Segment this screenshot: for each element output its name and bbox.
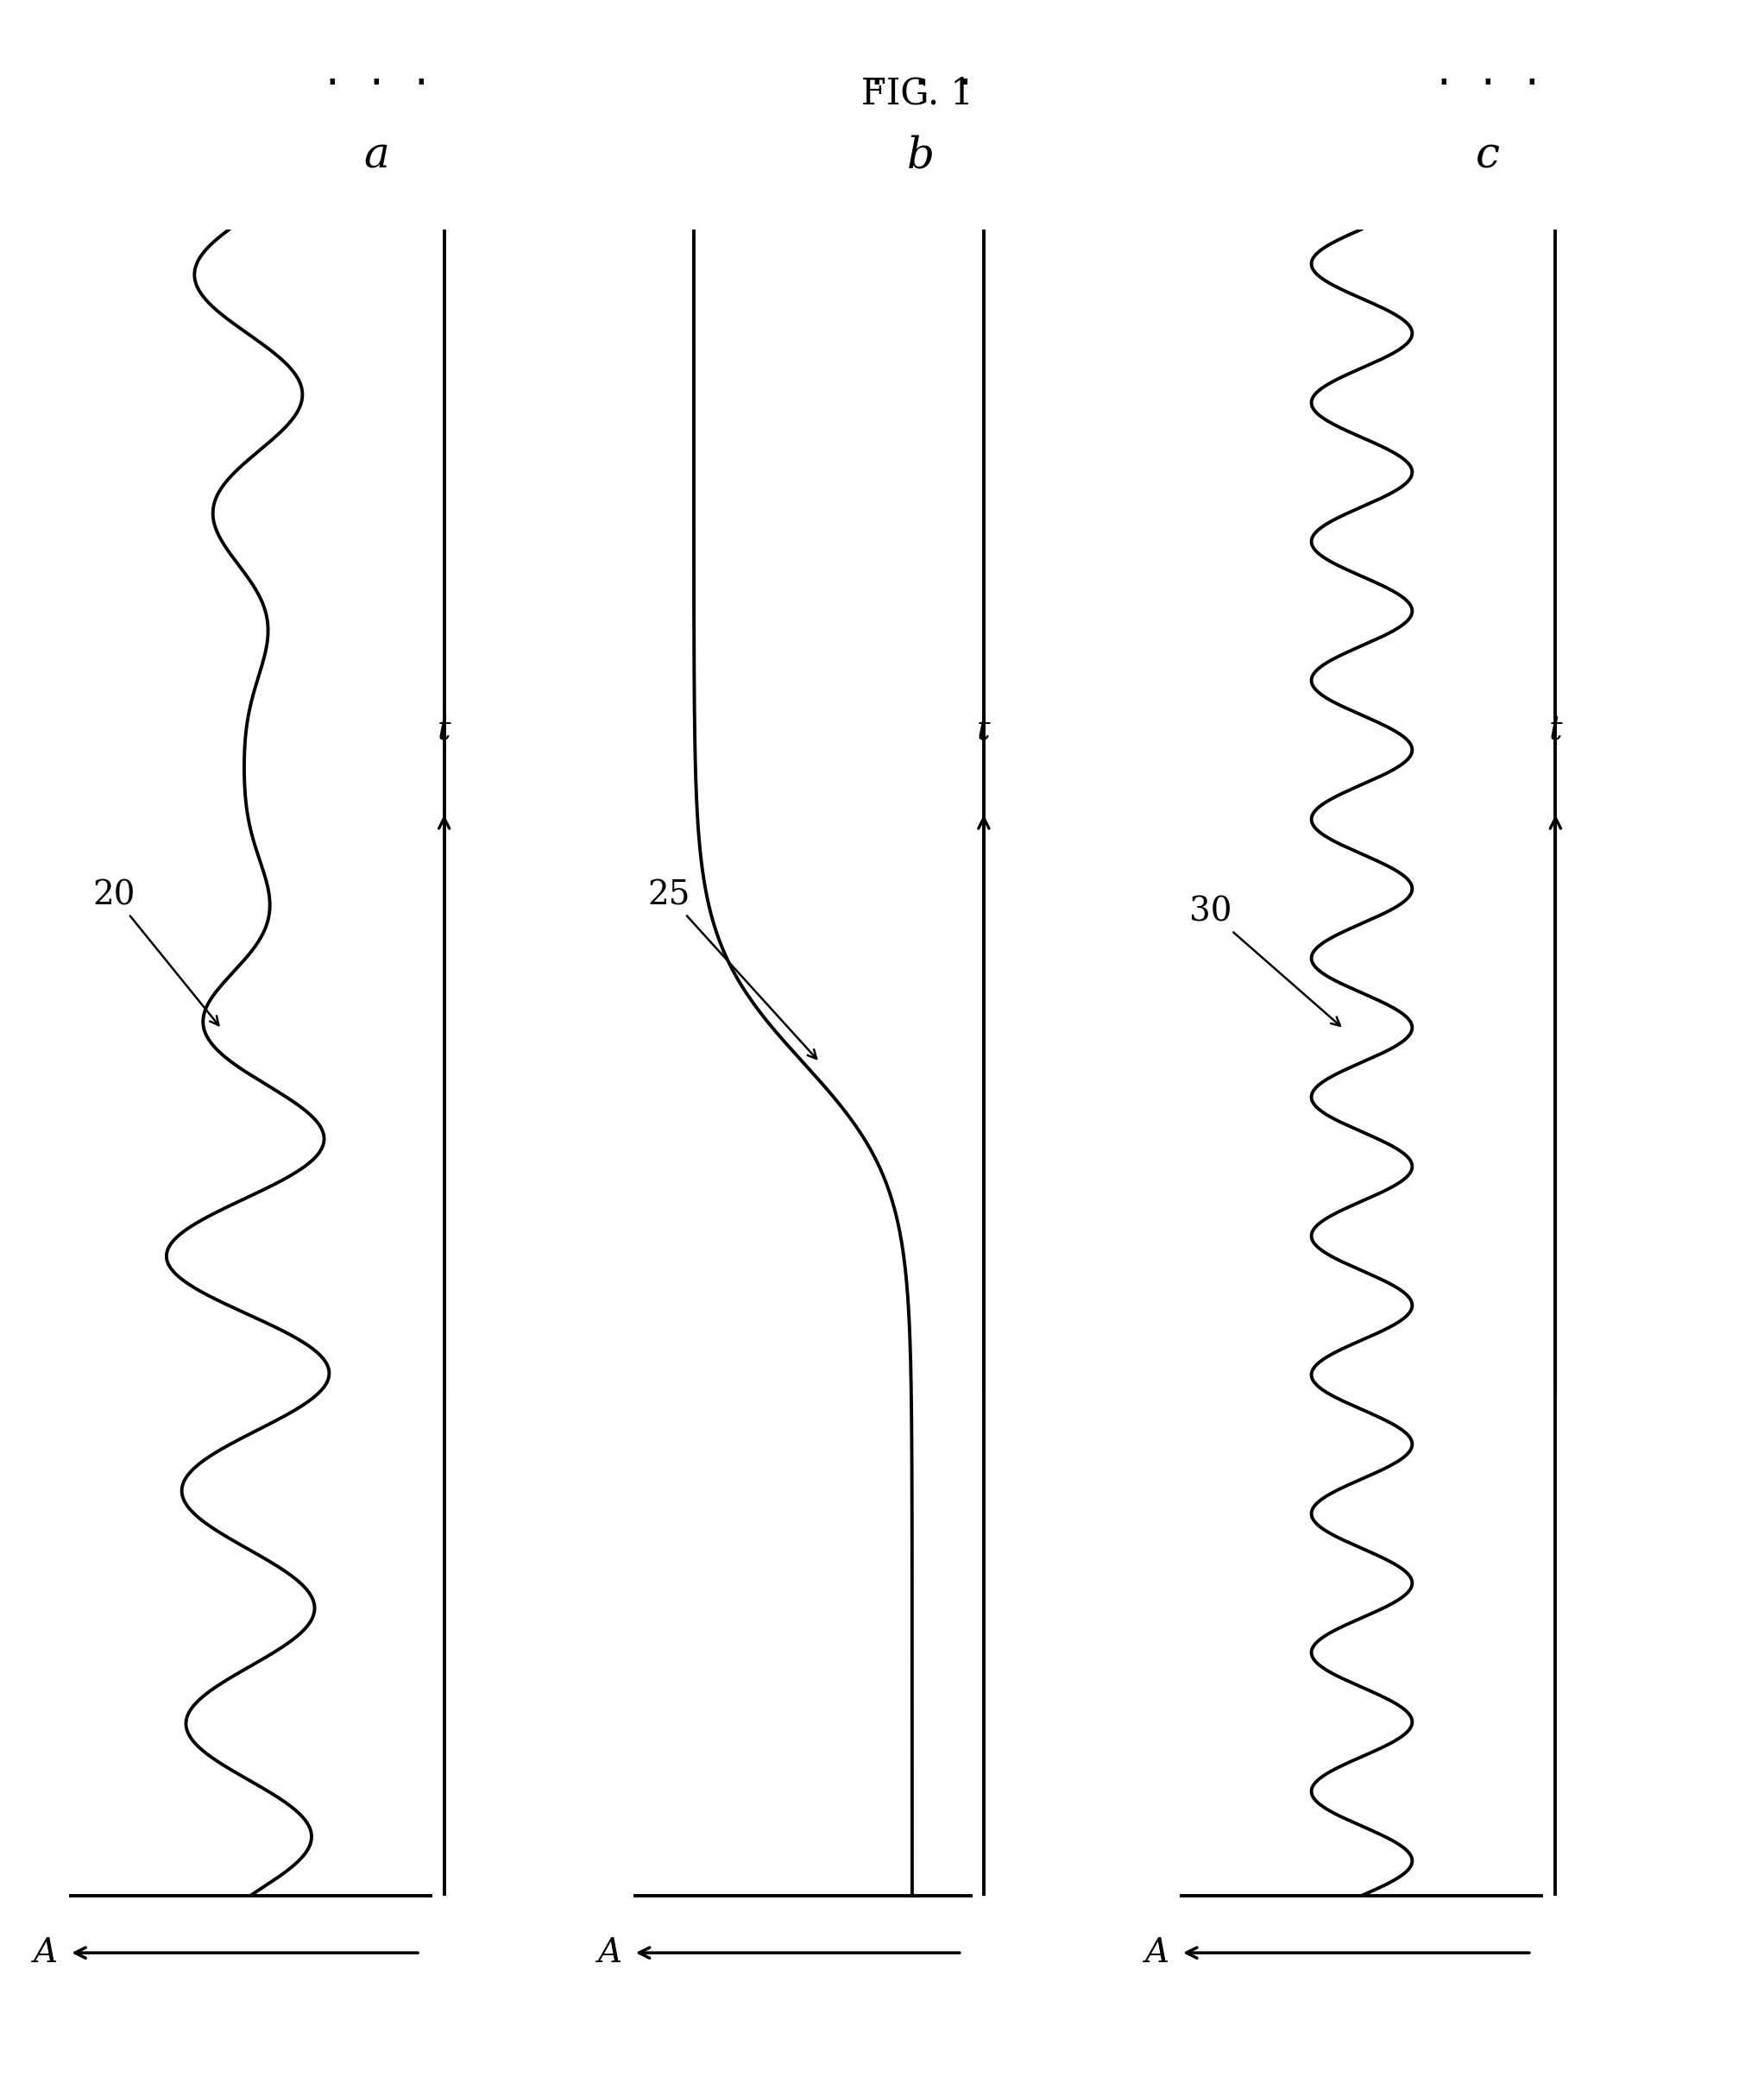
Text: FIG. 1: FIG. 1 <box>861 75 974 112</box>
Text: .: . <box>325 48 339 94</box>
Text: b: b <box>907 135 935 177</box>
Text: A: A <box>598 1937 623 1968</box>
Text: A: A <box>34 1937 58 1968</box>
Text: .: . <box>369 48 383 94</box>
Text: A: A <box>1145 1937 1170 1968</box>
Text: .: . <box>1480 48 1494 94</box>
Text: .: . <box>1436 48 1450 94</box>
Text: .: . <box>413 48 427 94</box>
Text: t: t <box>977 714 991 746</box>
Text: 30: 30 <box>1189 896 1341 1025</box>
Text: .: . <box>1524 48 1538 94</box>
Text: 25: 25 <box>647 879 817 1058</box>
Text: t: t <box>1549 714 1563 746</box>
Text: .: . <box>870 48 884 94</box>
Text: .: . <box>958 48 972 94</box>
Text: c: c <box>1476 135 1499 177</box>
Text: t: t <box>437 714 452 746</box>
Text: .: . <box>914 48 928 94</box>
Text: 20: 20 <box>92 879 219 1025</box>
Text: a: a <box>363 135 390 177</box>
